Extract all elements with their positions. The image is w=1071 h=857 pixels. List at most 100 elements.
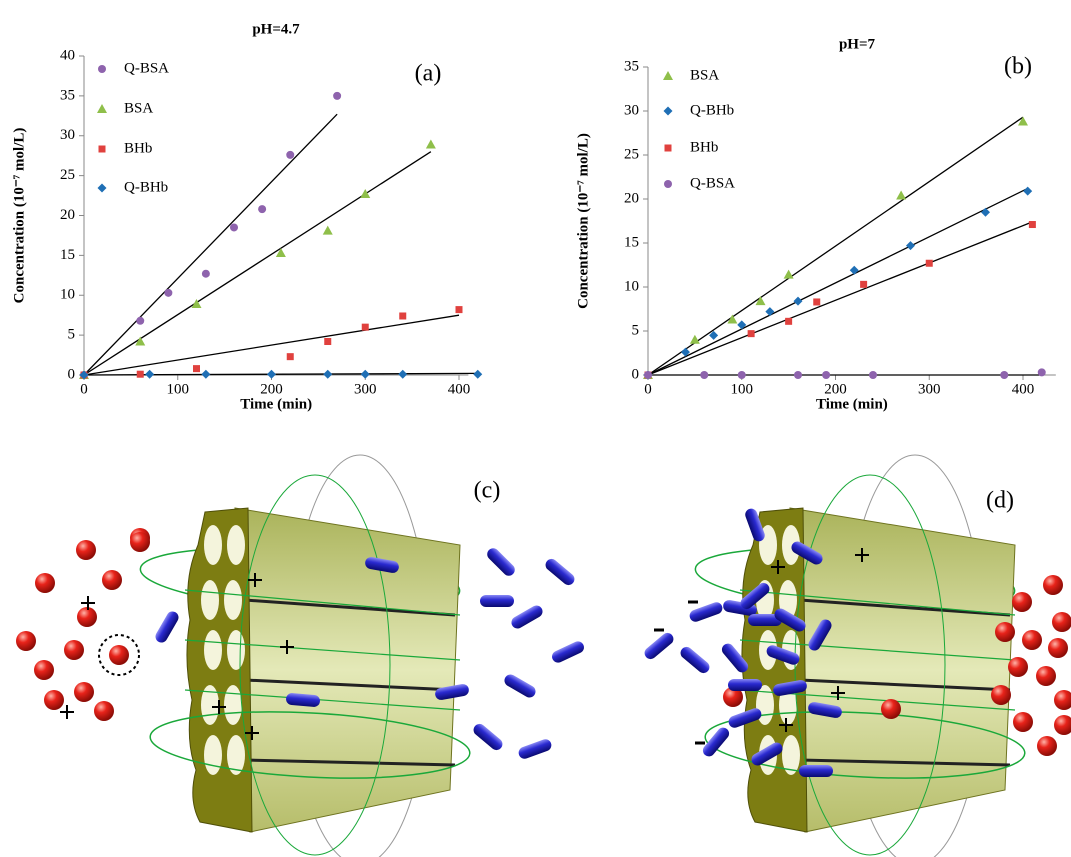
- data-point: [136, 316, 145, 325]
- panel-label: (a): [415, 61, 442, 87]
- protein-rod: [721, 643, 749, 673]
- x-tick-label: 300: [354, 381, 377, 397]
- protein-sphere: [1043, 575, 1063, 595]
- ring-line: [739, 589, 1016, 616]
- trendline: [647, 187, 1028, 376]
- protein-sphere: [723, 687, 743, 707]
- protein-sphere: [1036, 666, 1056, 686]
- data-point: [361, 323, 369, 331]
- data-point: [164, 288, 173, 297]
- ridge: [244, 678, 456, 692]
- protein-rod: [552, 641, 584, 663]
- trendline: [83, 113, 338, 376]
- protein-sphere: [34, 660, 54, 680]
- protein-sphere: [995, 622, 1015, 642]
- protein-sphere: [44, 690, 64, 710]
- data-point: [925, 259, 933, 267]
- protein-rod: [808, 702, 842, 718]
- protein-rod: [473, 723, 503, 751]
- data-point: [275, 247, 286, 257]
- x-tick-label: 100: [167, 381, 190, 397]
- data-point: [1028, 221, 1036, 229]
- legend-label: Q-BSA: [124, 60, 169, 76]
- protein-rod: [504, 674, 536, 698]
- protein-rod: [644, 632, 674, 660]
- data-point: [1037, 368, 1046, 377]
- plus-sign: [245, 726, 259, 740]
- plus-sign: [248, 573, 262, 587]
- pore: [782, 735, 800, 775]
- protein-sphere: [35, 573, 55, 593]
- protein-sphere: [109, 645, 129, 665]
- protein-rod: [487, 548, 515, 576]
- data-point: [765, 307, 775, 317]
- pore: [204, 525, 222, 565]
- ridge: [799, 598, 1011, 617]
- x-tick-label: 200: [260, 381, 283, 397]
- protein-sphere: [1054, 715, 1071, 735]
- pore: [224, 685, 242, 725]
- pore: [224, 580, 242, 620]
- data-point: [981, 207, 990, 217]
- y-tick-label: 35: [60, 87, 75, 103]
- y-tick-label: 10: [60, 287, 75, 303]
- data-point: [644, 371, 652, 379]
- data-point: [681, 347, 690, 357]
- y-tick-label: 15: [60, 247, 75, 263]
- ring: [794, 474, 946, 856]
- y-tick-label: 20: [624, 190, 639, 206]
- ring-line: [184, 639, 461, 661]
- y-axis-label: Concentration (10⁻⁷ mol/L): [575, 133, 591, 309]
- x-tick-label: 200: [824, 381, 847, 397]
- pore-body: [234, 507, 461, 833]
- pore: [782, 525, 800, 565]
- data-point: [79, 370, 89, 380]
- protein-rod: [435, 684, 469, 700]
- data-point: [135, 336, 146, 346]
- legend-label: Q-BHb: [124, 179, 168, 195]
- pore: [227, 630, 245, 670]
- ring: [704, 711, 1026, 779]
- data-point: [755, 296, 766, 306]
- protein-rod: [155, 611, 179, 643]
- protein-rod: [773, 680, 807, 696]
- ring-line: [184, 689, 461, 711]
- y-tick-label: 30: [624, 102, 639, 118]
- protein-rod: [728, 708, 762, 728]
- protein-sphere: [102, 570, 122, 590]
- x-axis-label: Time (min): [240, 396, 312, 412]
- data-point: [286, 353, 294, 361]
- protein-sphere: [881, 699, 901, 719]
- data-point: [906, 241, 915, 251]
- ring-line: [184, 589, 461, 616]
- protein-sphere: [1012, 592, 1032, 612]
- legend-marker: [98, 65, 106, 73]
- data-point: [258, 205, 267, 214]
- plus-sign: [779, 718, 793, 732]
- protein-sphere: [74, 682, 94, 702]
- protein-rod: [365, 557, 399, 573]
- protein-sphere: [64, 640, 84, 660]
- protein-sphere: [76, 540, 96, 560]
- protein-sphere: [991, 685, 1011, 705]
- trendline: [83, 314, 460, 376]
- legend-label: Q-BHb: [690, 102, 734, 118]
- legend-label: BSA: [690, 67, 719, 83]
- data-point: [323, 369, 333, 379]
- protein-rod: [751, 742, 783, 766]
- y-tick-label: 35: [624, 58, 639, 74]
- y-tick-label: 30: [60, 127, 75, 143]
- trendline: [647, 221, 1033, 376]
- protein-sphere: [1048, 638, 1068, 658]
- trendline: [83, 151, 432, 376]
- protein-sphere: [1054, 690, 1071, 710]
- x-tick-label: 300: [918, 381, 941, 397]
- data-point: [425, 139, 436, 149]
- ring-line: [739, 639, 1016, 661]
- protein-rod: [286, 693, 320, 707]
- pore: [204, 735, 222, 775]
- legend-marker: [97, 183, 107, 193]
- data-point: [1018, 116, 1028, 126]
- protein-sphere: [1013, 712, 1033, 732]
- data-point: [286, 150, 295, 159]
